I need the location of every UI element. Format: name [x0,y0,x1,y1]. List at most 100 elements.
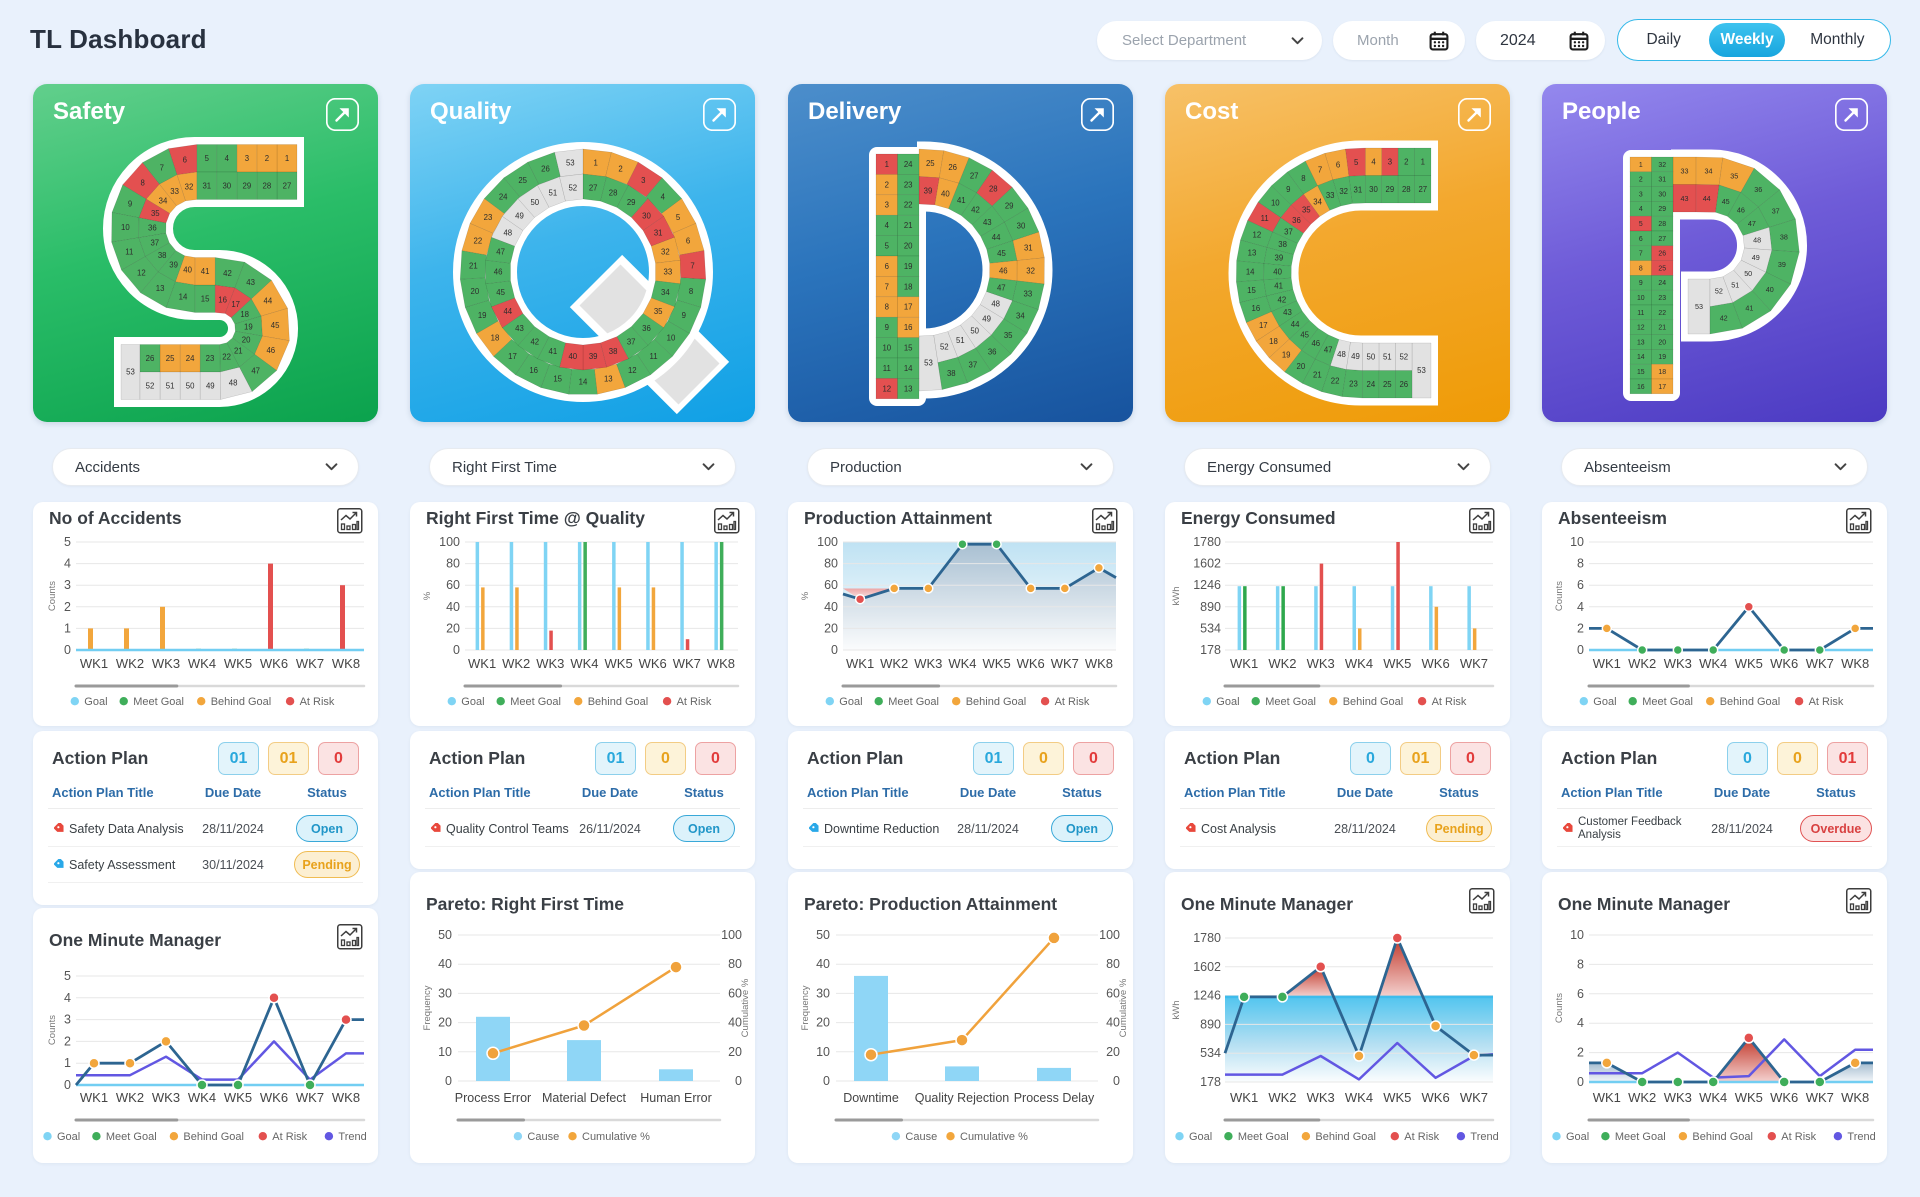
svg-text:38: 38 [1278,240,1287,249]
svg-text:14: 14 [1246,267,1255,276]
svg-text:WK5: WK5 [983,656,1011,671]
svg-text:Goal: Goal [57,1131,80,1143]
svg-text:At Risk: At Risk [1781,1131,1816,1143]
svg-text:WK5: WK5 [605,656,633,671]
svg-text:25: 25 [1658,265,1666,272]
svg-text:45: 45 [1300,330,1309,339]
svg-text:1: 1 [1639,162,1643,169]
svg-text:8: 8 [141,178,145,187]
svg-text:10: 10 [1271,198,1280,207]
svg-text:20: 20 [824,621,838,635]
svg-text:0: 0 [445,1074,452,1088]
svg-text:5: 5 [205,154,210,163]
svg-text:One Minute Manager: One Minute Manager [1181,894,1353,914]
svg-text:Pareto: Production Attainment: Pareto: Production Attainment [804,894,1057,914]
svg-text:9: 9 [1639,280,1643,287]
svg-text:1: 1 [885,160,889,169]
svg-text:46: 46 [266,346,275,355]
svg-text:Process Error: Process Error [455,1091,531,1105]
svg-text:1780: 1780 [1193,535,1221,549]
svg-text:42: 42 [1278,295,1287,304]
svg-text:30: 30 [1369,185,1378,194]
svg-text:44: 44 [264,297,273,306]
svg-text:Behind Goal: Behind Goal [211,696,272,708]
svg-text:50: 50 [1744,269,1752,278]
svg-text:35: 35 [1302,206,1311,215]
svg-text:28: 28 [1658,221,1666,228]
svg-text:178: 178 [1200,1075,1221,1089]
svg-text:48: 48 [991,300,1000,309]
svg-text:50: 50 [816,928,830,942]
svg-text:WK3: WK3 [152,1090,180,1105]
svg-text:53: 53 [924,359,933,368]
svg-text:8: 8 [1577,957,1584,971]
svg-text:48: 48 [1337,350,1346,359]
svg-text:0: 0 [64,643,71,657]
svg-text:19: 19 [1282,351,1291,360]
svg-text:890: 890 [1200,1017,1221,1031]
svg-text:51: 51 [166,382,175,391]
svg-text:41: 41 [1274,282,1283,291]
svg-text:6: 6 [686,236,690,245]
svg-text:60: 60 [1106,986,1120,1000]
svg-text:WK1: WK1 [468,656,496,671]
svg-text:Meet Goal: Meet Goal [1265,696,1316,708]
svg-text:Behind Goal: Behind Goal [183,1131,244,1143]
svg-text:28: 28 [1402,185,1411,194]
svg-text:WK6: WK6 [1770,656,1798,671]
svg-text:8: 8 [1577,557,1584,571]
svg-text:Goal: Goal [839,696,862,708]
svg-text:7: 7 [885,282,889,291]
svg-text:14: 14 [904,364,913,373]
svg-text:WK2: WK2 [502,656,530,671]
svg-text:WK4: WK4 [188,656,216,671]
svg-text:WK8: WK8 [332,656,360,671]
svg-text:43: 43 [1283,308,1292,317]
svg-text:30: 30 [438,986,452,1000]
svg-text:11: 11 [125,247,133,256]
svg-text:20: 20 [1297,362,1306,371]
svg-text:31: 31 [202,182,211,191]
svg-text:1602: 1602 [1193,960,1221,974]
svg-text:8: 8 [1639,265,1643,272]
svg-text:At Risk: At Risk [272,1131,307,1143]
svg-text:16: 16 [1637,384,1645,391]
svg-text:Trend: Trend [1847,1131,1875,1143]
svg-text:11: 11 [649,352,657,361]
svg-text:At Risk: At Risk [677,696,712,708]
svg-text:13: 13 [1248,249,1257,258]
svg-text:4: 4 [661,192,666,201]
svg-text:Cumulative %: Cumulative % [582,1131,650,1143]
svg-text:23: 23 [1349,379,1358,388]
svg-text:47: 47 [496,247,505,256]
svg-text:35: 35 [1730,171,1738,180]
svg-text:WK7: WK7 [1460,1090,1488,1105]
svg-text:36: 36 [1754,185,1762,194]
svg-text:16: 16 [904,323,913,332]
svg-text:40: 40 [1273,268,1282,277]
svg-text:20: 20 [728,1045,742,1059]
svg-text:2: 2 [885,180,889,189]
svg-text:30: 30 [642,211,651,220]
svg-text:10: 10 [1570,535,1584,549]
svg-text:34: 34 [1705,167,1713,176]
svg-text:100: 100 [439,535,460,549]
svg-text:53: 53 [126,368,135,377]
svg-text:27: 27 [1658,236,1666,243]
svg-text:12: 12 [628,366,637,375]
svg-text:48: 48 [1753,236,1761,245]
svg-text:2: 2 [265,154,269,163]
svg-text:1780: 1780 [1193,931,1221,945]
svg-text:0: 0 [64,1078,71,1092]
svg-text:Meet Goal: Meet Goal [1238,1131,1289,1143]
svg-text:1246: 1246 [1193,578,1221,592]
svg-text:29: 29 [1005,202,1014,211]
svg-text:23: 23 [904,180,913,189]
svg-text:27: 27 [589,184,598,193]
svg-text:13: 13 [604,375,613,384]
svg-text:33: 33 [664,268,673,277]
svg-text:WK5: WK5 [1735,1090,1763,1105]
svg-text:41: 41 [549,347,558,356]
svg-text:4: 4 [1639,206,1643,213]
svg-text:WK1: WK1 [1230,656,1258,671]
